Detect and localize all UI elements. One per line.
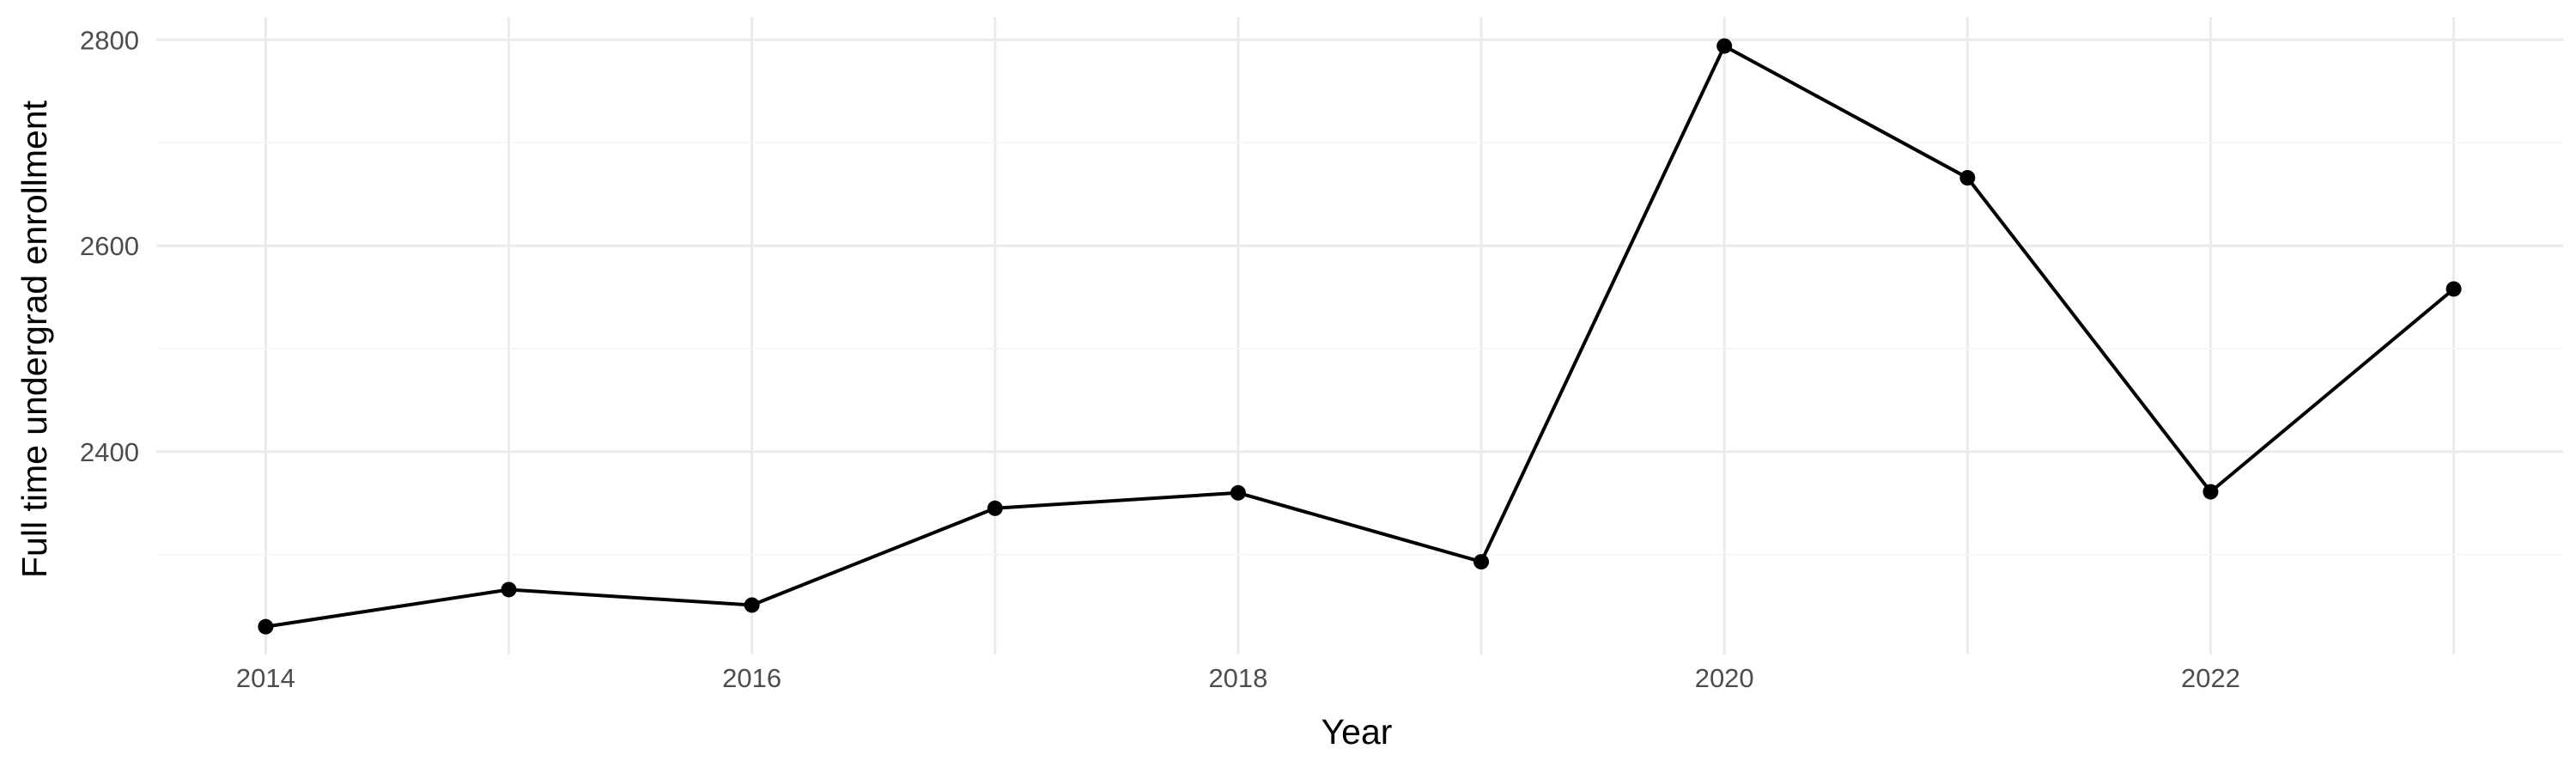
y-tick-label: 2600 [80,231,139,261]
data-point [1716,38,1733,54]
data-points [258,38,2462,635]
x-tick-label: 2022 [2181,663,2240,693]
y-axis-ticks: 2400 2600 2800 [80,25,139,466]
data-point [744,597,760,613]
data-point [987,500,1003,516]
y-tick-label: 2400 [80,437,139,467]
data-point [1473,554,1490,570]
x-tick-label: 2014 [236,663,295,693]
data-point [1959,169,1976,186]
grid [156,17,2563,654]
data-point [501,581,517,598]
data-point [2202,484,2219,500]
y-axis-title: Full time undergrad enrollment [15,100,54,578]
x-axis-title: Year [1321,712,1393,752]
x-axis-ticks: 2014 2016 2018 2020 2022 [236,663,2240,693]
x-tick-label: 2018 [1208,663,1267,693]
series-line [265,44,2455,629]
y-tick-label: 2800 [80,25,139,55]
data-point [258,618,274,635]
data-point [2445,281,2462,297]
x-tick-label: 2020 [1695,663,1754,693]
x-tick-label: 2016 [722,663,781,693]
series [265,44,2455,629]
data-point [1230,484,1246,501]
